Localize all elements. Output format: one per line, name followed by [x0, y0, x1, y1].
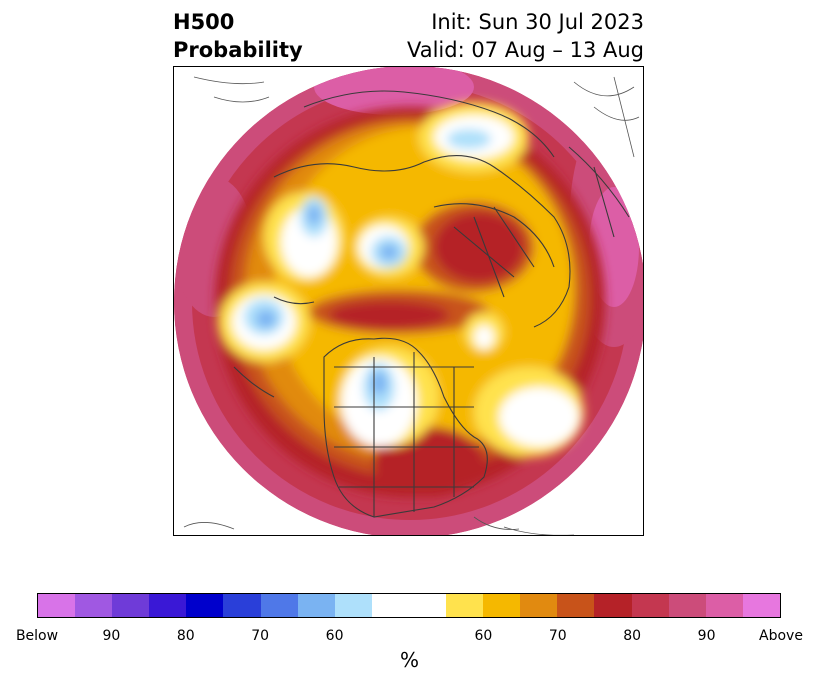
colorbar-segment	[334, 594, 372, 617]
colorbar-segment	[631, 594, 669, 617]
colorbar-segment	[408, 594, 447, 617]
colorbar-segment	[149, 594, 187, 617]
colorbar-segment	[594, 594, 632, 617]
colorbar-tick-label: 70	[548, 628, 567, 644]
colorbar-segment	[297, 594, 335, 617]
variable-name: H500	[173, 10, 235, 34]
colorbar-segment	[742, 594, 780, 617]
valid-range: Valid: 07 Aug – 13 Aug	[406, 38, 644, 62]
polar-map	[174, 67, 643, 535]
colorbar-segment	[483, 594, 521, 617]
colorbar-segment	[557, 594, 595, 617]
colorbar-tick-label: 70	[251, 628, 270, 644]
colorbar-ticks: Below 90 80 70 60 60 70 80 90 Above	[16, 628, 803, 646]
colorbar-segment	[705, 594, 743, 617]
colorbar-segment	[371, 594, 409, 617]
colorbar-tick-label: 60	[474, 628, 493, 644]
colorbar	[37, 593, 781, 618]
colorbar-tick-label: 90	[697, 628, 716, 644]
colorbar-segment	[520, 594, 558, 617]
title-right: Init: Sun 30 Jul 2023 Valid: 07 Aug – 13…	[407, 8, 644, 64]
variable-type: Probability	[173, 38, 303, 62]
colorbar-tick-label: 90	[102, 628, 121, 644]
colorbar-tick-label: 60	[325, 628, 344, 644]
colorbar-tick-label: Below	[15, 628, 59, 644]
map-panel	[173, 66, 644, 536]
outer-land	[183, 76, 640, 535]
colorbar-tick-label: 80	[176, 628, 195, 644]
title-left: H500 Probability	[173, 8, 303, 64]
probability-field	[174, 67, 643, 535]
colorbar-segment	[668, 594, 706, 617]
colorbar-segment	[186, 594, 224, 617]
colorbar-segment	[260, 594, 298, 617]
colorbar-label: %	[399, 648, 419, 672]
colorbar-segment	[38, 594, 76, 617]
init-date: Init: Sun 30 Jul 2023	[431, 10, 644, 34]
colorbar-tick-label: 80	[623, 628, 642, 644]
colorbar-tick-label: Above	[759, 628, 803, 644]
colorbar-segment	[112, 594, 150, 617]
colorbar-segment	[446, 594, 484, 617]
colorbar-segment	[223, 594, 261, 617]
colorbar-segment	[75, 594, 113, 617]
